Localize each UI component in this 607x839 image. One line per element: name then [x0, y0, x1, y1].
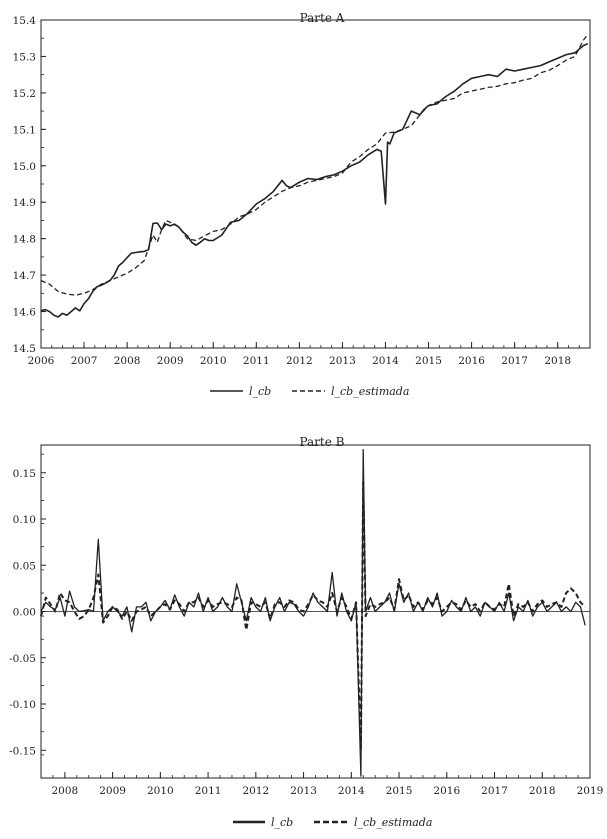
x-tick-label: 2016 [433, 785, 460, 797]
legend-label-l-cb-estimada: l_cb_estimada [331, 385, 409, 398]
y-tick-label: 14.5 [13, 343, 36, 355]
panel-a-y-axis: 14.5 14.6 14.7 14.8 14.9 15.0 15.1 15.2 15.3 15.4 [13, 15, 46, 355]
x-tick-label: 2018 [544, 355, 571, 367]
x-tick-label: 2009 [99, 785, 126, 797]
y-tick-label: 0.15 [13, 468, 36, 480]
x-tick-label: 2018 [529, 785, 556, 797]
series-line-l-cb-estimada [40, 481, 586, 752]
panel-a-x-axis: 2006 2007 2008 2009 2010 2011 2012 2013 2014 2015… [28, 342, 591, 367]
panel-a-title: Parte A [300, 11, 345, 25]
x-tick-label: 2009 [157, 355, 184, 367]
y-tick-label: 14.7 [13, 270, 36, 282]
y-tick-label: 0.00 [13, 607, 36, 619]
x-tick-label: 2017 [501, 355, 528, 367]
x-tick-label: 2017 [481, 785, 508, 797]
legend-label-l-cb: l_cb [271, 816, 293, 829]
panel-a-legend: l_cb l_cb_estimada [210, 385, 409, 398]
x-tick-label: 2008 [52, 785, 79, 797]
x-tick-label: 2006 [28, 355, 55, 367]
x-tick-label: 2013 [329, 355, 356, 367]
x-tick-label: 2011 [243, 355, 270, 367]
x-tick-label: 2019 [577, 785, 604, 797]
y-tick-label: 14.9 [13, 197, 36, 209]
x-tick-label: 2007 [71, 355, 98, 367]
x-tick-label: 2010 [200, 355, 227, 367]
panel-b: Parte B -0.15-0.10-0.050.000.050.100.15 … [9, 435, 603, 829]
x-tick-label: 2014 [338, 785, 365, 797]
y-tick-label: 15.2 [13, 88, 36, 100]
x-tick-label: 2016 [458, 355, 485, 367]
y-tick-label: 15.3 [13, 51, 36, 63]
x-tick-label: 2012 [286, 355, 313, 367]
y-tick-label: 0.10 [13, 514, 36, 526]
y-tick-label: 15.4 [13, 15, 37, 27]
x-tick-label: 2012 [242, 785, 269, 797]
y-tick-label: 14.6 [13, 307, 37, 319]
x-tick-label: 2014 [372, 355, 399, 367]
x-tick-label: 2011 [195, 785, 222, 797]
y-tick-label: 15.1 [13, 124, 36, 136]
legend-label-l-cb: l_cb [249, 385, 271, 398]
y-tick-label: -0.05 [9, 653, 36, 665]
panel-b-x-axis: 2008 2009 2010 2011 2012 2013 2014 2015 2016 2017… [40, 772, 604, 797]
panel-b-series [40, 448, 586, 777]
x-tick-label: 2015 [415, 355, 442, 367]
x-tick-label: 2015 [386, 785, 413, 797]
y-tick-label: 0.05 [13, 560, 36, 572]
x-tick-label: 2010 [147, 785, 174, 797]
panel-b-title: Parte B [300, 435, 345, 449]
x-tick-label: 2008 [114, 355, 141, 367]
y-tick-label: -0.10 [9, 699, 36, 711]
panel-a: Parte A 14.5 14.6 14.7 14.8 14.9 15.0 15.1 15.2… [13, 11, 591, 398]
y-tick-label: 14.8 [13, 234, 36, 246]
y-tick-label: -0.15 [9, 745, 36, 757]
legend-label-l-cb-estimada: l_cb_estimada [354, 816, 432, 829]
panel-a-series [40, 34, 589, 318]
x-tick-label: 2013 [290, 785, 317, 797]
panel-b-y-axis: -0.15 -0.10 -0.05 0.00 0.05 0.10 0.15 [9, 453, 46, 779]
panel-b-legend: l_cb l_cb_estimada [233, 816, 432, 829]
series-line-l-cb [40, 448, 586, 777]
series-line-l-cb-estimada [40, 34, 589, 296]
y-tick-label: 15.0 [13, 161, 36, 173]
